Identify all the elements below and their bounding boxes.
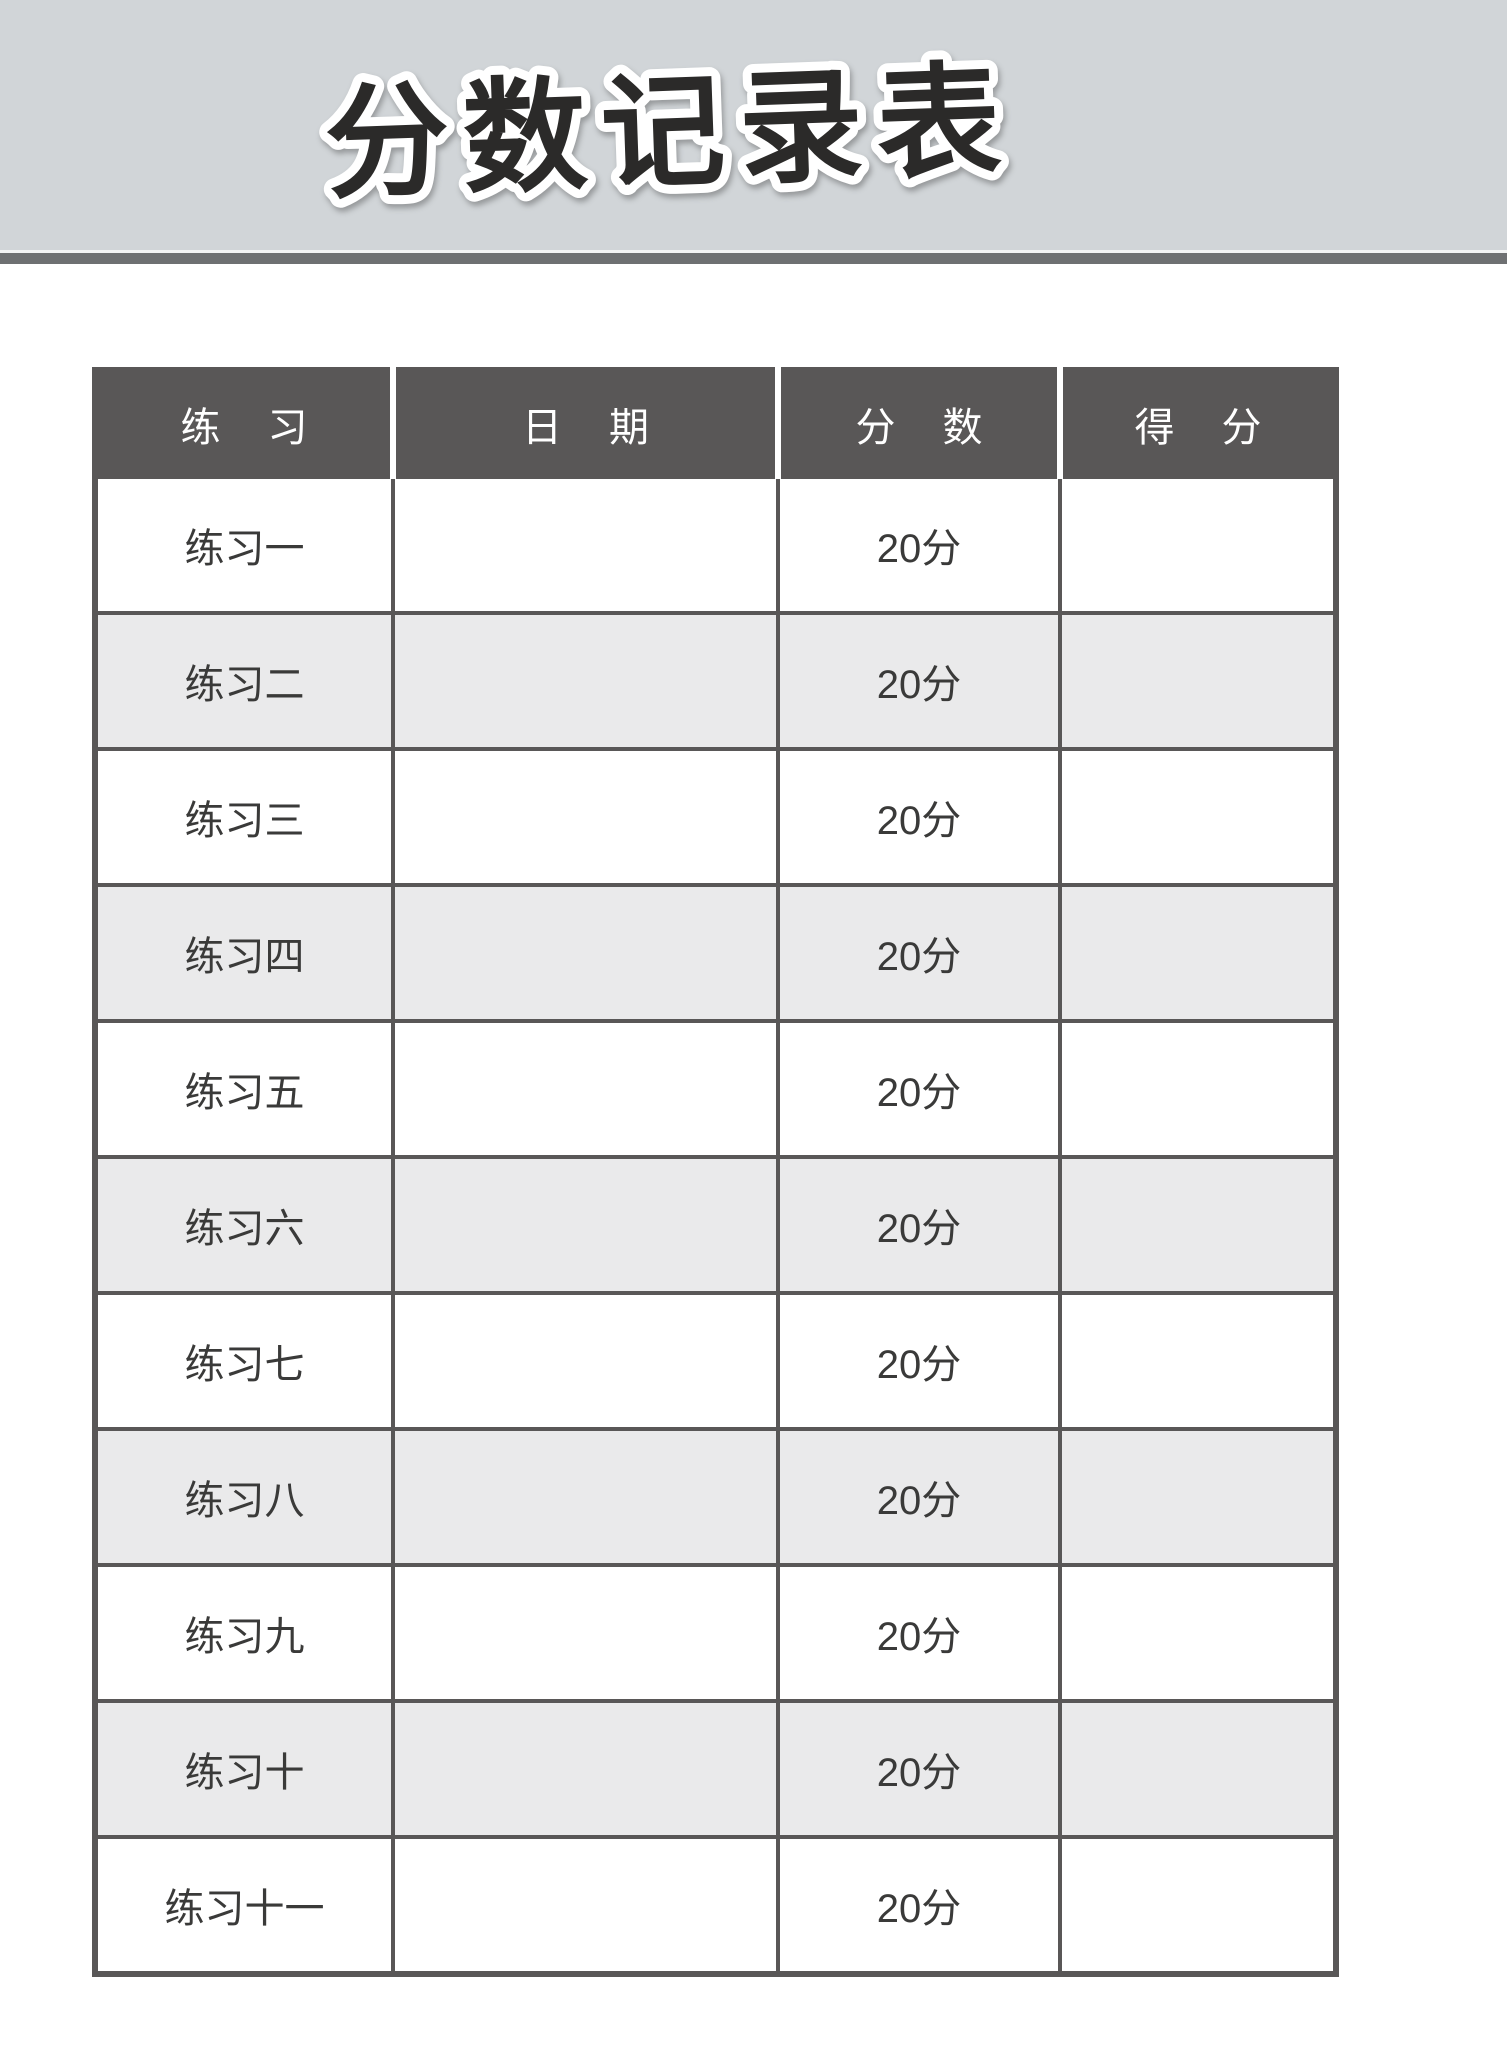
- earned-cell: [1058, 1699, 1338, 1839]
- table-row: 练习二 20分: [93, 611, 1338, 751]
- table-row: 练习十 20分: [93, 1699, 1338, 1839]
- earned-cell: [1058, 1155, 1338, 1295]
- table-row: 练习七 20分: [93, 1291, 1338, 1431]
- earned-cell: [1058, 747, 1338, 887]
- date-cell: [391, 883, 780, 1023]
- table-row: 练习五 20分: [93, 1019, 1338, 1159]
- date-cell: [391, 1427, 780, 1567]
- table-row: 练习九 20分: [93, 1563, 1338, 1703]
- table-row: 练习八 20分: [93, 1427, 1338, 1567]
- earned-cell: [1058, 883, 1338, 1023]
- table-row: 练习一 20分: [93, 475, 1338, 615]
- score-cell: 20分: [776, 475, 1062, 615]
- table-header-row: 练 习 日 期 分 数 得 分: [95, 370, 1336, 477]
- earned-cell: [1058, 611, 1338, 751]
- exercise-cell: 练习十一: [93, 1835, 395, 1976]
- score-cell: 20分: [776, 611, 1062, 751]
- score-cell: 20分: [776, 1835, 1062, 1976]
- score-cell: 20分: [776, 1699, 1062, 1839]
- score-cell: 20分: [776, 1291, 1062, 1431]
- banner-gap-line: [0, 250, 1507, 253]
- earned-cell: [1058, 475, 1338, 615]
- date-cell: [391, 1155, 780, 1295]
- exercise-cell: 练习八: [93, 1427, 395, 1567]
- header-earned: 得 分: [1057, 370, 1336, 477]
- score-table: 练 习 日 期 分 数 得 分 练习一 20分 练习二 20分 练习三 20分: [92, 367, 1339, 1977]
- date-cell: [391, 747, 780, 887]
- date-cell: [391, 475, 780, 615]
- date-cell: [391, 1019, 780, 1159]
- score-cell: 20分: [776, 883, 1062, 1023]
- date-cell: [391, 1563, 780, 1703]
- title-banner: [0, 0, 1507, 250]
- earned-cell: [1058, 1835, 1338, 1976]
- date-cell: [391, 1291, 780, 1431]
- divider-band: [0, 253, 1507, 264]
- exercise-cell: 练习一: [93, 475, 395, 615]
- score-cell: 20分: [776, 1019, 1062, 1159]
- table-row: 练习六 20分: [93, 1155, 1338, 1295]
- exercise-cell: 练习七: [93, 1291, 395, 1431]
- table-row: 练习四 20分: [93, 883, 1338, 1023]
- score-cell: 20分: [776, 1563, 1062, 1703]
- page-title: 分数记录表: [314, 35, 1026, 230]
- date-cell: [391, 1699, 780, 1839]
- score-cell: 20分: [776, 1427, 1062, 1567]
- exercise-cell: 练习十: [93, 1699, 395, 1839]
- table-row: 练习十一 20分: [93, 1835, 1338, 1976]
- earned-cell: [1058, 1019, 1338, 1159]
- exercise-cell: 练习五: [93, 1019, 395, 1159]
- header-date: 日 期: [390, 370, 778, 477]
- header-score: 分 数: [775, 370, 1060, 477]
- earned-cell: [1058, 1427, 1338, 1567]
- exercise-cell: 练习三: [93, 747, 395, 887]
- date-cell: [391, 1835, 780, 1976]
- table-row: 练习三 20分: [93, 747, 1338, 887]
- earned-cell: [1058, 1563, 1338, 1703]
- header-exercise: 练 习: [95, 370, 393, 477]
- date-cell: [391, 611, 780, 751]
- exercise-cell: 练习九: [93, 1563, 395, 1703]
- earned-cell: [1058, 1291, 1338, 1431]
- exercise-cell: 练习六: [93, 1155, 395, 1295]
- score-cell: 20分: [776, 1155, 1062, 1295]
- title-calligraphy: 分数记录表: [314, 43, 1026, 223]
- exercise-cell: 练习四: [93, 883, 395, 1023]
- score-cell: 20分: [776, 747, 1062, 887]
- exercise-cell: 练习二: [93, 611, 395, 751]
- page-title-text: 分数记录表: [323, 52, 1017, 214]
